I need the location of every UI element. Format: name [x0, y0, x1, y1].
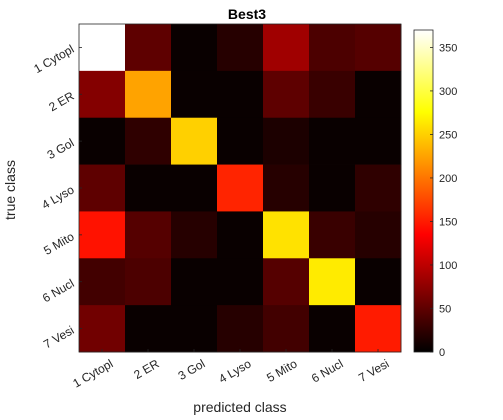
heatmap-cell: [309, 117, 356, 165]
heatmap-cell: [217, 164, 264, 212]
heatmap-cell: [309, 305, 356, 353]
heatmap-cell: [217, 305, 264, 353]
heatmap-cell: [125, 258, 172, 306]
colorbar-tick-label: 0: [439, 347, 445, 359]
heatmap-cell: [217, 70, 264, 119]
colorbar: [413, 29, 434, 353]
heatmap-cell: [309, 70, 356, 119]
colorbar-ticks: 0 50 100 150 200 250 300 350: [430, 42, 457, 359]
heatmap-cell: [125, 117, 172, 165]
heatmap-cell: [171, 164, 218, 212]
heatmap-cell: [263, 211, 310, 259]
heatmap-cell: [309, 258, 356, 306]
x-tick-label: 7 Vesi: [356, 356, 391, 384]
heatmap-cell: [355, 70, 402, 119]
y-tick-label: 6 Nucl: [40, 276, 76, 305]
heatmap-cell: [171, 258, 218, 306]
heatmap-cell: [171, 305, 218, 353]
heatmap-cells: [79, 24, 402, 353]
y-axis-ticks: 1 Cytopl 2 ER 3 Gol 4 Lyso 5 Mito 6 Nucl 7 Ves…: [31, 42, 82, 352]
y-tick-label: 4 Lyso: [39, 182, 77, 212]
heatmap-cell: [355, 305, 402, 353]
heatmap-cell: [125, 211, 172, 259]
heatmap-cell: [171, 117, 218, 165]
colorbar-tick-label: 150: [439, 216, 457, 228]
x-tick-label: 3 Gol: [176, 356, 208, 382]
heatmap-cell: [217, 24, 264, 72]
heatmap-cell: [355, 258, 402, 306]
heatmap-cell: [217, 211, 264, 259]
heatmap-cell: [171, 70, 218, 119]
colorbar-tick-label: 250: [439, 129, 457, 141]
heatmap-cell: [263, 117, 310, 165]
heatmap-cell: [171, 211, 218, 259]
y-tick-label: 5 Mito: [41, 229, 77, 258]
colorbar-tick-label: 100: [439, 260, 457, 272]
heatmap-cell: [171, 24, 218, 72]
colorbar-tick-label: 50: [439, 303, 451, 315]
heatmap-cell: [263, 164, 310, 212]
x-tick-label: 6 Nucl: [309, 356, 345, 385]
heatmap-cell: [355, 117, 402, 165]
x-axis-ticks: 1 Cytopl 2 ER 3 Gol 4 Lyso 5 Mito 6 Nucl 7 Ves…: [70, 349, 392, 391]
heatmap-cell: [217, 258, 264, 306]
heatmap-cell: [125, 70, 172, 119]
heatmap-cell: [79, 211, 126, 259]
heatmap-cell: [79, 117, 126, 165]
heatmap-cell: [263, 305, 310, 353]
heatmap-cell: [309, 164, 356, 212]
y-tick-label: 7 Vesi: [41, 323, 76, 351]
heatmap-cell: [79, 164, 126, 212]
colorbar-tick-label: 350: [439, 42, 457, 54]
heatmap-cell: [355, 164, 402, 212]
heatmap-cell: [309, 24, 356, 72]
x-tick-label: 5 Mito: [264, 356, 300, 385]
heatmap-cell: [125, 164, 172, 212]
x-tick-label: 4 Lyso: [216, 356, 254, 386]
heatmap-cell: [125, 305, 172, 353]
heatmap-cell: [355, 24, 402, 72]
y-tick-label: 3 Gol: [45, 136, 77, 162]
x-axis-label: predicted class: [193, 399, 286, 415]
heatmap-cell: [263, 258, 310, 306]
heatmap-cell: [217, 117, 264, 165]
heatmap-cell: [355, 211, 402, 259]
y-tick-label: 2 ER: [46, 89, 76, 115]
y-tick-label: 1 Cytopl: [31, 42, 76, 76]
heatmap-cell: [79, 24, 126, 72]
chart-title: Best3: [228, 6, 266, 22]
heatmap-cell: [79, 70, 126, 119]
heatmap-cell: [263, 70, 310, 119]
heatmap-cell: [263, 24, 310, 72]
x-tick-label: 1 Cytopl: [70, 356, 115, 390]
heatmap-cell: [309, 211, 356, 259]
heatmap-cell: [125, 24, 172, 72]
x-tick-label: 2 ER: [131, 356, 161, 382]
colorbar-tick-label: 200: [439, 173, 457, 185]
colorbar-tick-label: 300: [439, 86, 457, 98]
heatmap-cell: [79, 305, 126, 353]
y-axis-label: true class: [2, 160, 18, 220]
heatmap-cell: [79, 258, 126, 306]
